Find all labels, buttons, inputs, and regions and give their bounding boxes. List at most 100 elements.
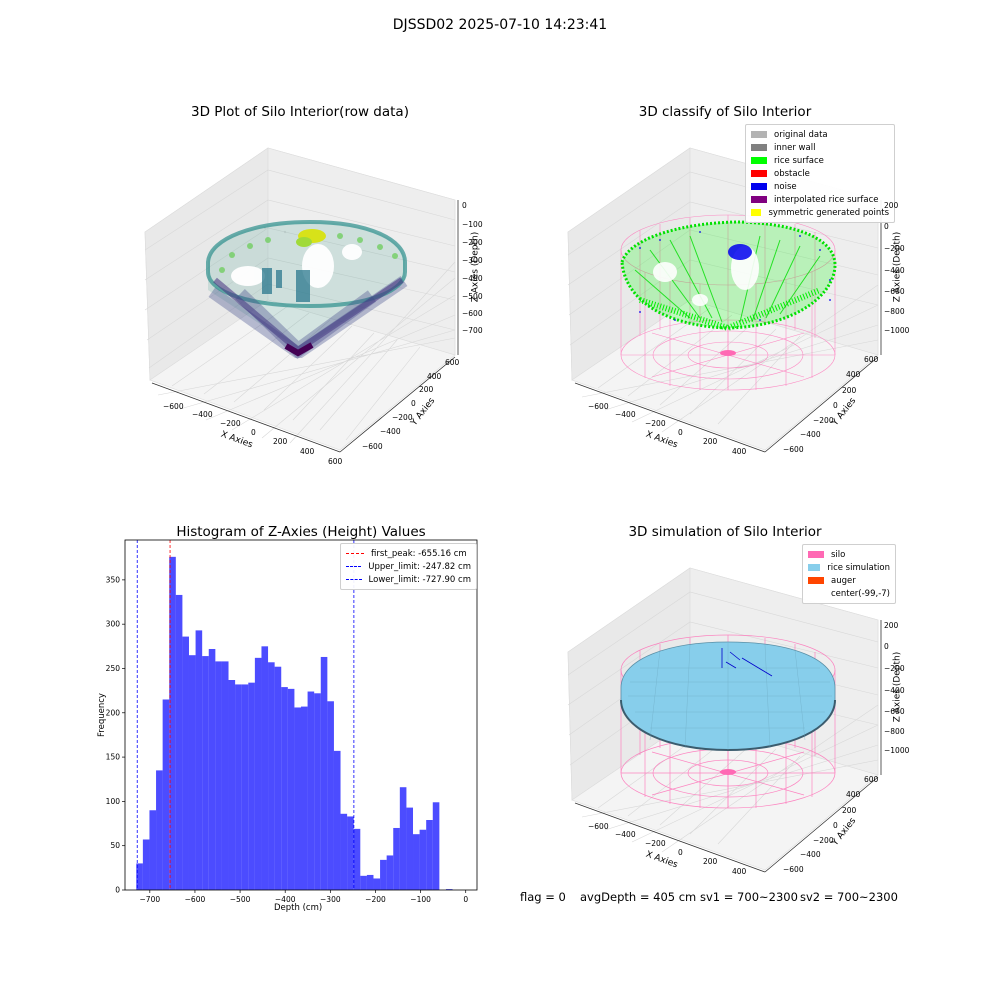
histogram-bar xyxy=(393,827,400,890)
classify-z-tick-0: 200 xyxy=(884,201,899,210)
raw-z-tick-1: −100 xyxy=(462,220,483,229)
classify-z-tick-1: 0 xyxy=(884,222,889,231)
legend-label: symmetric generated points xyxy=(768,207,889,218)
raw-plot-title: 3D Plot of Silo Interior(row data) xyxy=(191,104,409,120)
histogram-bar xyxy=(156,770,163,890)
sim-x-tick-5: 400 xyxy=(732,867,747,876)
classify-z-tick-6: −1000 xyxy=(884,326,910,335)
simulation-plot-title: 3D simulation of Silo Interior xyxy=(628,524,822,540)
histogram-bar xyxy=(301,706,308,890)
histogram-y-tick-label: 100 xyxy=(106,797,121,806)
histogram-y-axis-label: Frequency xyxy=(96,693,107,737)
histogram-y-tick-label: 300 xyxy=(106,620,121,629)
classify-y-tick-2: −200 xyxy=(813,416,834,425)
line-upper-limit xyxy=(346,566,362,567)
classify-x-tick-5: 400 xyxy=(732,447,747,456)
legend-item-silo: silo xyxy=(808,548,890,561)
histogram-y-tick-label: 0 xyxy=(115,886,120,895)
sim-z-tick-0: 200 xyxy=(884,621,899,630)
sim-y-tick-6: 600 xyxy=(864,775,879,784)
classify-z-tick-2: −200 xyxy=(884,244,905,253)
classify-x-tick-2: −200 xyxy=(645,419,666,428)
legend-item-symmetric: symmetric generated points xyxy=(751,206,889,219)
simulation-3d-axes xyxy=(567,567,882,873)
legend-label: original data xyxy=(774,129,828,140)
histogram-bar xyxy=(248,682,255,890)
line-lower-limit xyxy=(346,579,362,580)
classify-x-tick-3: 0 xyxy=(678,428,683,437)
histogram-x-tick-label: −500 xyxy=(230,895,251,904)
legend-label: obstacle xyxy=(774,168,810,179)
histogram-bar xyxy=(149,810,157,890)
raw-z-tick-3: −300 xyxy=(462,256,483,265)
raw-x-tick-2: −200 xyxy=(220,419,241,428)
histogram-y-tick-label: 150 xyxy=(106,753,121,762)
classify-x-tick-4: 200 xyxy=(703,437,718,446)
legend-item-auger: auger xyxy=(808,574,890,587)
histogram-bar xyxy=(215,661,222,890)
legend-item-lower-limit: Lower_limit: -727.90 cm xyxy=(346,573,471,586)
histogram-x-tick-label: −100 xyxy=(410,895,431,904)
histogram-bar xyxy=(136,863,143,890)
sim-x-tick-1: −400 xyxy=(615,830,636,839)
histogram-bar xyxy=(347,816,354,890)
sim-y-tick-5: 400 xyxy=(846,790,861,799)
legend-label: silo xyxy=(831,549,846,560)
legend-label: Upper_limit: -247.82 cm xyxy=(368,561,471,572)
classify-3d-axes xyxy=(567,147,882,453)
histogram-y-tick-label: 350 xyxy=(106,575,121,584)
sim-y-tick-1: −400 xyxy=(800,850,821,859)
status-sv1: sv1 = 700~2300 xyxy=(700,890,798,904)
histogram-bar xyxy=(307,691,315,890)
histogram-bar xyxy=(314,693,321,890)
histogram-legend: first_peak: -655.16 cm Upper_limit: -247… xyxy=(340,543,477,590)
legend-item-interpolated: interpolated rice surface xyxy=(751,193,889,206)
histogram-bar xyxy=(340,813,348,890)
raw-x-tick-6: 600 xyxy=(328,457,343,466)
sim-x-tick-0: −600 xyxy=(588,822,609,831)
legend-item-rice-simulation: rice simulation xyxy=(808,561,890,574)
legend-item-noise: noise xyxy=(751,180,889,193)
sim-y-tick-2: −200 xyxy=(813,836,834,845)
classify-legend: original data inner wall rice surface ob… xyxy=(745,124,895,223)
histogram-bar xyxy=(426,820,433,890)
histogram-x-axis-label: Depth (cm) xyxy=(274,903,323,913)
raw-z-tick-6: −600 xyxy=(462,309,483,318)
raw-z-tick-7: −700 xyxy=(462,326,483,335)
histogram-bar xyxy=(419,829,427,890)
classify-z-tick-4: −600 xyxy=(884,287,905,296)
raw-x-tick-0: −600 xyxy=(163,402,184,411)
classify-x-tick-0: −600 xyxy=(588,402,609,411)
raw-y-tick-1: −400 xyxy=(380,427,401,436)
sim-y-tick-3: 0 xyxy=(833,821,838,830)
legend-item-obstacle: obstacle xyxy=(751,167,889,180)
figure-title: DJSSD02 2025-07-10 14:23:41 xyxy=(392,17,608,33)
histogram-bar xyxy=(320,656,328,890)
histogram-bar xyxy=(380,859,387,890)
sim-x-tick-3: 0 xyxy=(678,848,683,857)
raw-y-tick-3: 0 xyxy=(411,399,416,408)
histogram-bar xyxy=(221,661,229,890)
histogram-bar xyxy=(261,646,269,890)
classify-y-tick-1: −400 xyxy=(800,430,821,439)
classify-y-tick-6: 600 xyxy=(864,355,879,364)
histogram-bar xyxy=(406,807,414,890)
line-first-peak xyxy=(346,553,364,554)
classify-z-tick-5: −800 xyxy=(884,307,905,316)
histogram-bar xyxy=(142,839,150,890)
histogram-y-tick-label: 200 xyxy=(106,708,121,717)
raw-z-tick-5: −500 xyxy=(462,292,483,301)
histogram-bar xyxy=(353,828,361,890)
histogram-bar xyxy=(195,630,203,890)
sim-z-tick-4: −600 xyxy=(884,707,905,716)
raw-y-tick-6: 600 xyxy=(445,358,460,367)
raw-x-tick-3: 0 xyxy=(251,428,256,437)
histogram-bar xyxy=(162,699,170,890)
raw-y-tick-2: −200 xyxy=(392,413,413,422)
histogram-bar xyxy=(360,875,367,890)
legend-item-rice-surface: rice surface xyxy=(751,154,889,167)
histogram-x-tick-label: 0 xyxy=(463,895,468,904)
raw-x-tick-4: 200 xyxy=(273,437,288,446)
raw-y-tick-0: −600 xyxy=(362,442,383,451)
legend-item-upper-limit: Upper_limit: -247.82 cm xyxy=(346,560,471,573)
